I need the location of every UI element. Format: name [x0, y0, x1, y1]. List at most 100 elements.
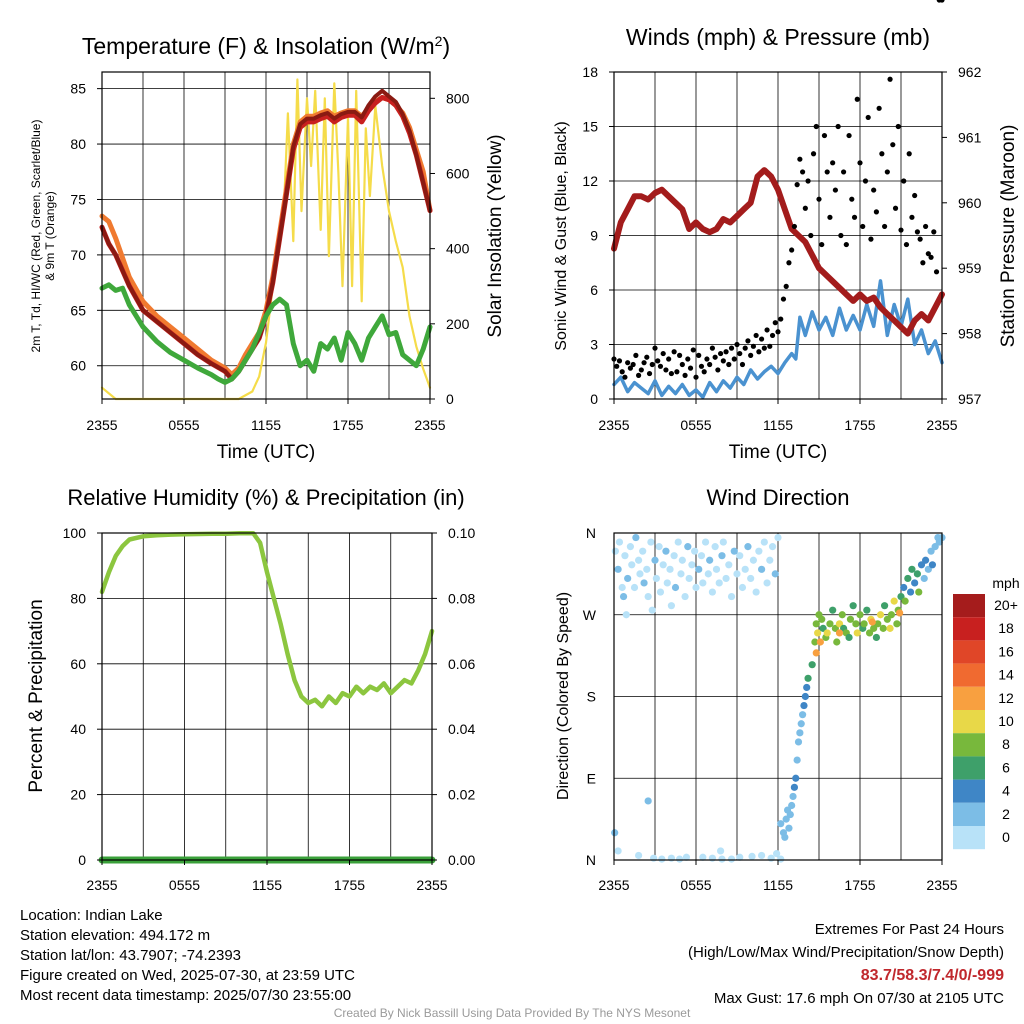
wind-gust-point	[841, 169, 847, 175]
dir-point	[738, 583, 747, 592]
legend-label: 8	[1002, 736, 1010, 752]
wind-gust-point	[633, 352, 639, 358]
wind-gust-point	[808, 232, 814, 239]
dir-point	[846, 615, 855, 623]
wind-y2-tick-label: 962	[958, 64, 982, 80]
wind-gust-point	[731, 356, 737, 362]
wind-gust-point	[761, 345, 767, 351]
dir-point	[624, 574, 632, 583]
winds-x-label: Time (UTC)	[729, 442, 828, 463]
rh-y-tick-label: 100	[63, 525, 87, 541]
dir-point	[801, 692, 809, 701]
credit-line: Created By Nick Bassill Using Data Provi…	[333, 1006, 691, 1020]
wind-gust-point	[780, 296, 787, 302]
wind-gust-point	[890, 142, 896, 148]
dir-point	[670, 552, 678, 560]
rh-y2-tick-label: 0.10	[448, 525, 475, 541]
wind-y2-tick-label: 958	[958, 326, 982, 342]
wind-gust-point	[625, 360, 631, 366]
dir-point	[792, 774, 800, 782]
temperature-y2-label: Solar Insolation (Yellow)	[485, 134, 506, 337]
dir-point	[788, 801, 796, 810]
wind-gust-point	[892, 205, 899, 211]
rh-y-tick-label: 20	[70, 787, 86, 803]
dir-x-tick-label: 1155	[763, 877, 793, 893]
dir-point	[808, 661, 816, 669]
dir-point	[872, 633, 881, 642]
legend-label: 6	[1002, 759, 1010, 775]
wind-gust-point	[851, 214, 858, 220]
wind-y-tick-label: 15	[582, 119, 598, 135]
dir-point	[636, 570, 644, 578]
dir-point	[681, 592, 689, 601]
dir-point	[639, 547, 647, 555]
dir-point	[874, 620, 882, 628]
dir-point	[671, 583, 680, 592]
wind-gust-point	[756, 349, 762, 355]
dir-point	[691, 547, 699, 555]
dir-point	[777, 820, 785, 828]
humidity-panel: Relative Humidity (%) & Precipitation (i…	[26, 485, 475, 893]
dir-point	[692, 583, 700, 592]
wind-gust-point	[925, 251, 931, 257]
dir-point	[896, 609, 904, 617]
temperature-y-label-line1: 2m T, Td, HI/WC (Red, Green, Scarlet/Blu…	[29, 120, 43, 353]
wind-gust-point	[657, 363, 664, 369]
wind-gust-point	[655, 358, 661, 364]
speed-color-legend: mph 20+ 18 16 14 12 10 8 6 4 2 0	[953, 575, 1020, 850]
dir-point	[816, 638, 824, 646]
dir-point	[676, 855, 684, 863]
dir-point	[704, 570, 712, 578]
station-location: Location: Indian Lake	[20, 907, 163, 924]
dir-point	[799, 711, 807, 719]
dir-point	[879, 624, 887, 632]
dir-point	[773, 850, 781, 858]
wind-gust-point	[854, 96, 860, 102]
wind-x-tick-label: 1155	[763, 417, 793, 433]
dir-point	[804, 674, 812, 682]
wind-gust-point	[898, 227, 904, 233]
winds-y-label: Sonic Wind & Gust (Blue, Black)	[553, 121, 570, 350]
wind-gust-point	[728, 345, 735, 351]
wind-gust-point	[671, 349, 677, 355]
recent-timestamp: Most recent data timestamp: 2025/07/30 2…	[20, 987, 352, 1004]
dir-y-tick-label: N	[586, 525, 596, 541]
dir-point	[628, 561, 636, 569]
dir-point	[659, 561, 667, 569]
dir-point	[886, 624, 894, 632]
temp-x-tick-label: 2355	[414, 417, 445, 433]
dir-point	[725, 561, 733, 569]
wind-gust-point	[723, 349, 729, 355]
humidity-grid	[102, 533, 432, 860]
dir-point	[666, 565, 674, 573]
wind-gust-point	[843, 241, 849, 248]
dir-point	[622, 611, 630, 619]
wind-gust-point	[789, 247, 795, 253]
dir-point	[863, 606, 871, 614]
wind-gust-point	[772, 320, 778, 326]
wind-gust-point	[832, 187, 839, 193]
dir-point	[758, 851, 766, 860]
wind-y-tick-label: 0	[590, 391, 598, 407]
dir-point	[611, 829, 619, 837]
dir-point	[790, 783, 799, 791]
temperature-grid	[102, 72, 430, 399]
wind-gust-point	[674, 369, 680, 375]
dir-point	[643, 565, 651, 573]
dir-point	[752, 588, 760, 596]
wind-gust-point	[753, 332, 759, 339]
temperature-ticks: 2355 0555 1155 1755 2355 60 65 70 75 80 85 0 200 400 6…	[70, 81, 469, 433]
dir-point	[774, 533, 782, 542]
wind-gust-point	[704, 356, 710, 362]
wind-gust-point	[865, 114, 871, 121]
wind-y-tick-label: 6	[590, 282, 598, 298]
winds-series	[611, 0, 945, 399]
dir-point	[640, 579, 648, 587]
wind-y2-tick-label: 961	[958, 129, 982, 145]
dir-point	[741, 565, 749, 573]
direction-chart-title: Wind Direction	[706, 485, 849, 510]
dir-point	[695, 565, 703, 573]
dir-point	[685, 574, 693, 583]
dir-point	[647, 538, 655, 546]
